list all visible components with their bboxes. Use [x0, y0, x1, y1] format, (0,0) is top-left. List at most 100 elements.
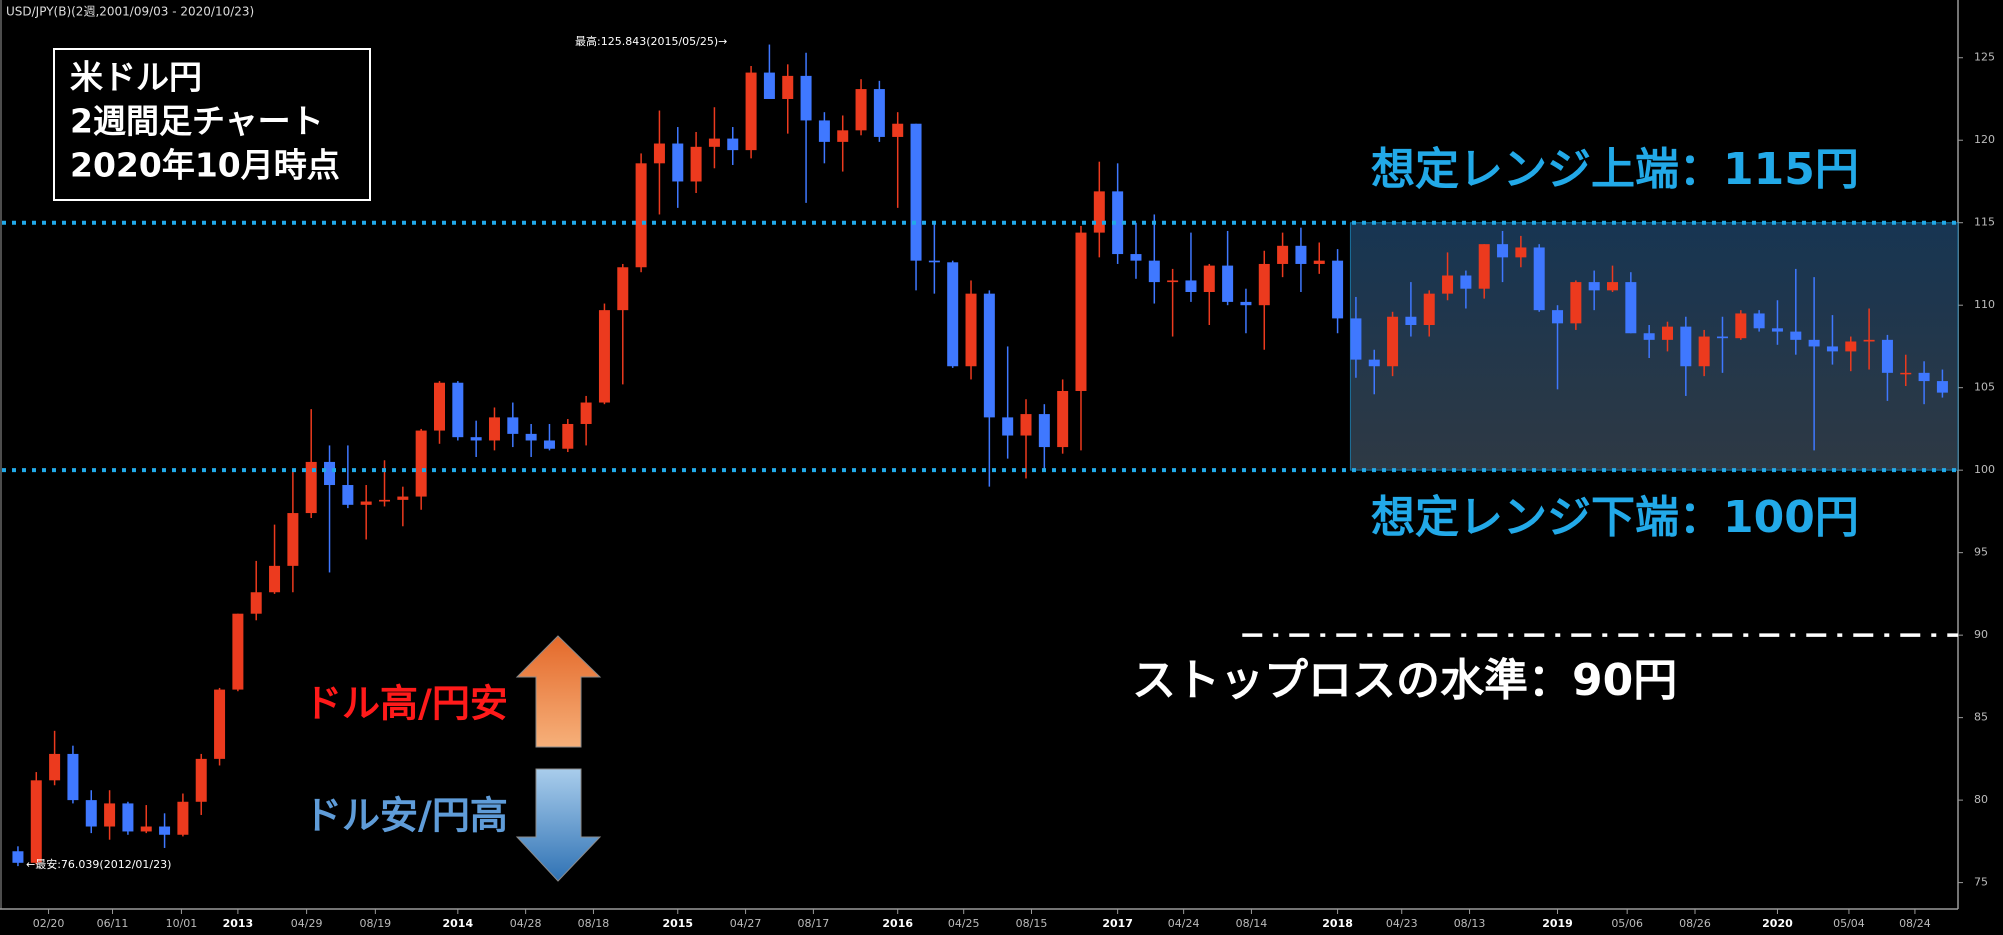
candle-body [177, 801, 189, 835]
candle-body [910, 123, 922, 261]
y-tick-label: 110 [1974, 298, 1995, 311]
candle-body [727, 138, 739, 151]
down-arrow [515, 768, 602, 882]
y-tick-label: 85 [1974, 711, 1988, 724]
candle-body [232, 613, 244, 690]
candle-body [159, 826, 171, 835]
candle-body [1277, 245, 1289, 264]
title-line: 米ドル円 [70, 58, 202, 97]
candle-body [12, 851, 24, 863]
x-tick-label: 02/20 [33, 917, 65, 930]
candle-body [1918, 372, 1930, 382]
candle-body [983, 293, 995, 418]
x-tick-label: 04/24 [1168, 917, 1200, 930]
candle-body [873, 89, 885, 137]
candle-body [1625, 282, 1637, 334]
candle-body [800, 75, 812, 121]
candle-body [1845, 341, 1857, 352]
candle-body [1442, 275, 1454, 294]
x-tick-label: 05/04 [1833, 917, 1865, 930]
candle-body [947, 262, 959, 367]
candle-body [818, 120, 830, 142]
candle-body [1130, 254, 1142, 261]
candle-body [1753, 313, 1765, 329]
candle-body [1405, 316, 1417, 325]
x-tick-label: 10/01 [166, 917, 198, 930]
candle-body [928, 260, 940, 263]
up-arrow [515, 635, 602, 748]
candle-body [30, 780, 42, 863]
candle-body [1478, 244, 1490, 289]
candle-body [1258, 263, 1270, 306]
candle-body [1552, 310, 1564, 324]
candle-body [1368, 359, 1380, 367]
x-tick-label: 04/29 [291, 917, 323, 930]
candle-body [1185, 280, 1197, 293]
candle-body [1680, 326, 1692, 367]
candle-body [287, 513, 299, 566]
candle-body [1790, 331, 1802, 340]
candle-body [708, 138, 720, 147]
up-arrow-label: ドル高/円安 [304, 682, 508, 726]
candle-body [1057, 390, 1069, 448]
x-tick-label: 2020 [1762, 917, 1793, 930]
candle-body [1735, 313, 1747, 339]
candle-body [617, 267, 629, 311]
candle-body [1203, 265, 1215, 293]
candle-body [1771, 328, 1783, 332]
candle-body [488, 417, 500, 441]
candle-body [965, 293, 977, 367]
x-tick-label: 05/06 [1611, 917, 1643, 930]
candle-body [782, 75, 794, 99]
y-tick-label: 75 [1974, 876, 1988, 889]
x-tick-label: 04/23 [1386, 917, 1418, 930]
overlay-layer: USD/JPY(B)(2週,2001/09/03 - 2020/10/23) 米… [2, 5, 1958, 882]
candle-body [379, 499, 391, 502]
header: USD/JPY(B)(2週,2001/09/03 - 2020/10/23) [6, 5, 254, 19]
x-tick-label: 08/17 [798, 917, 830, 930]
candle-body [324, 461, 336, 486]
candle-body [1900, 372, 1912, 375]
candle-body [214, 689, 226, 759]
level-label: 想定レンジ上端：115円 [1371, 144, 1859, 195]
candle-body [690, 146, 702, 182]
candle-body [305, 461, 317, 514]
candle-body [1826, 346, 1838, 352]
x-tick-label: 2019 [1542, 917, 1573, 930]
candle-body [1661, 326, 1673, 340]
x-tick-label: 2017 [1102, 917, 1133, 930]
candle-body [507, 417, 519, 434]
candle-body [1460, 275, 1472, 289]
stop-label: ストップロスの水準：90円 [1132, 655, 1677, 706]
y-tick-label: 105 [1974, 381, 1995, 394]
x-tick-label: 08/14 [1236, 917, 1268, 930]
candle-body [452, 382, 464, 438]
y-tick-label: 100 [1974, 463, 1995, 476]
candle-body [745, 72, 757, 151]
candle-body [1497, 244, 1509, 258]
candle-body [1588, 282, 1600, 291]
candle-body [433, 382, 445, 431]
candle-body [1313, 260, 1325, 264]
candle-body [1570, 282, 1582, 324]
candle-body [855, 89, 867, 131]
candle-body [892, 123, 904, 137]
x-tick-label: 04/27 [730, 917, 762, 930]
candle-body [1002, 417, 1014, 436]
candle-body [1075, 232, 1087, 391]
title-line: 2020年10月時点 [70, 146, 340, 185]
candle-body [1698, 336, 1710, 367]
x-tick-label: 08/19 [359, 917, 391, 930]
candle-body [562, 423, 574, 449]
x-tick-label: 04/28 [510, 917, 542, 930]
candle-body [1020, 414, 1032, 436]
y-tick-label: 95 [1974, 546, 1988, 559]
x-tick-label: 2018 [1322, 917, 1353, 930]
x-tick-label: 06/11 [97, 917, 129, 930]
candle-body [1863, 339, 1875, 342]
high-annotation: 最高:125.843(2015/05/25)→ [575, 34, 727, 48]
x-tick-label: 08/26 [1679, 917, 1711, 930]
candle-body [1112, 191, 1124, 255]
range-box [1349, 222, 1959, 471]
